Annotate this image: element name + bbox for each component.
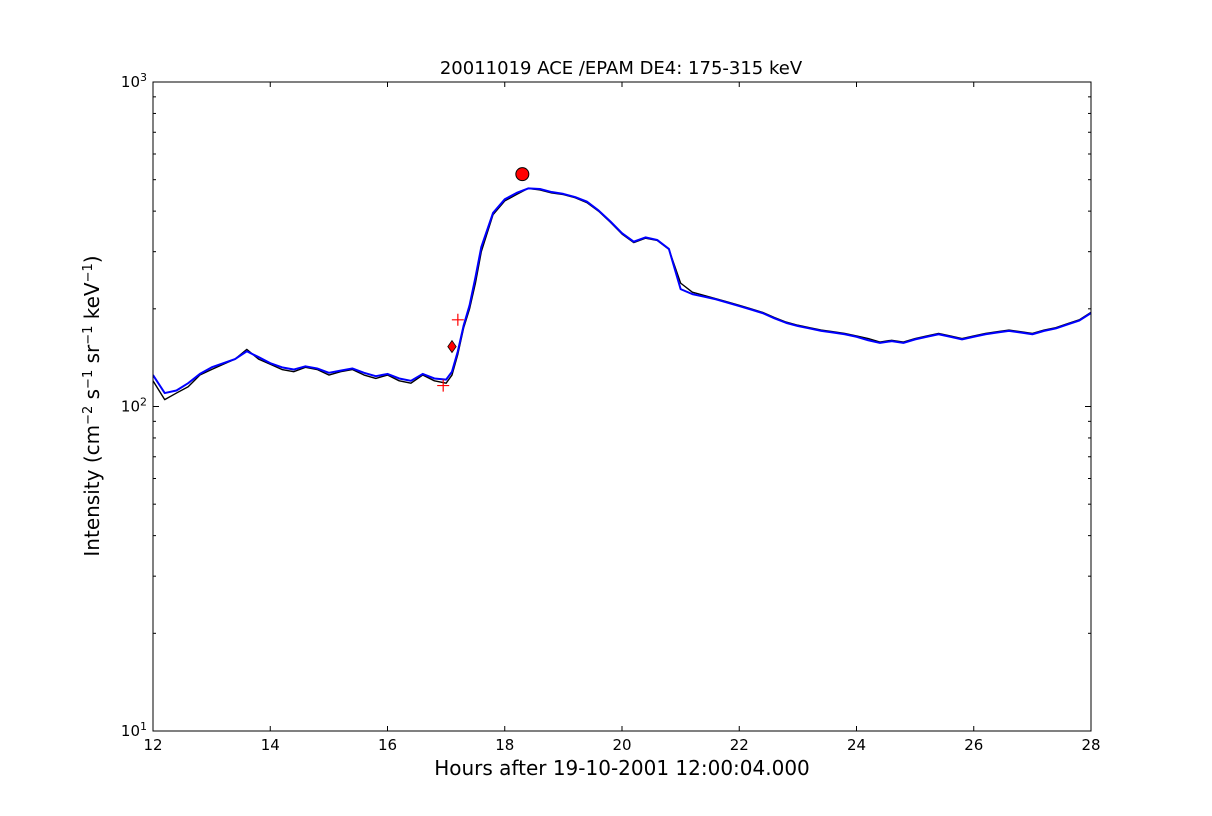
y-label-mid3: keV bbox=[80, 282, 104, 326]
series-line-smoothed bbox=[153, 187, 1091, 395]
marker-plus-3 bbox=[451, 313, 464, 326]
series-line-raw bbox=[153, 187, 1091, 401]
y-label-mid2: sr bbox=[80, 344, 104, 370]
x-tick-label-24: 24 bbox=[847, 736, 866, 754]
x-tick-label-18: 18 bbox=[495, 736, 514, 754]
y-axis: 101 102 103 bbox=[121, 71, 1091, 741]
plot-area bbox=[152, 81, 1092, 732]
y-label-exp2: −1 bbox=[81, 370, 96, 389]
x-tick-label-26: 26 bbox=[964, 736, 983, 754]
x-axis-label: Hours after 19-10-2001 12:00:04.000 bbox=[434, 756, 810, 780]
y-label-suffix: ) bbox=[80, 255, 104, 263]
x-tick-label-14: 14 bbox=[261, 736, 280, 754]
y-label-exp4: −1 bbox=[81, 263, 96, 282]
chart-title: 20011019 ACE /EPAM DE4: 175-315 keV bbox=[440, 58, 803, 79]
x-tick-label-12: 12 bbox=[143, 736, 162, 754]
y-tick-label-1000: 103 bbox=[121, 71, 147, 92]
y-tick-label-100: 102 bbox=[121, 395, 147, 416]
marker-circle-0 bbox=[515, 167, 530, 182]
x-tick-label-22: 22 bbox=[730, 736, 749, 754]
y-label-exp1: −2 bbox=[81, 406, 96, 425]
y-label-exp3: −1 bbox=[81, 326, 96, 345]
x-tick-label-28: 28 bbox=[1081, 736, 1100, 754]
plot-frame bbox=[152, 81, 1092, 732]
x-axis: 12 14 16 18 20 22 24 26 28 bbox=[143, 82, 1101, 754]
x-tick-label-16: 16 bbox=[378, 736, 397, 754]
marker-diamond-1 bbox=[447, 339, 457, 354]
y-tick-label-10: 101 bbox=[121, 720, 147, 741]
y-label-mid1: s bbox=[80, 389, 104, 406]
y-label-prefix: Intensity (cm bbox=[80, 425, 104, 557]
x-tick-label-20: 20 bbox=[612, 736, 631, 754]
y-axis-label: Intensity (cm−2 s−1 sr−1 keV−1) bbox=[80, 255, 104, 556]
marker-plus-2 bbox=[437, 379, 450, 392]
